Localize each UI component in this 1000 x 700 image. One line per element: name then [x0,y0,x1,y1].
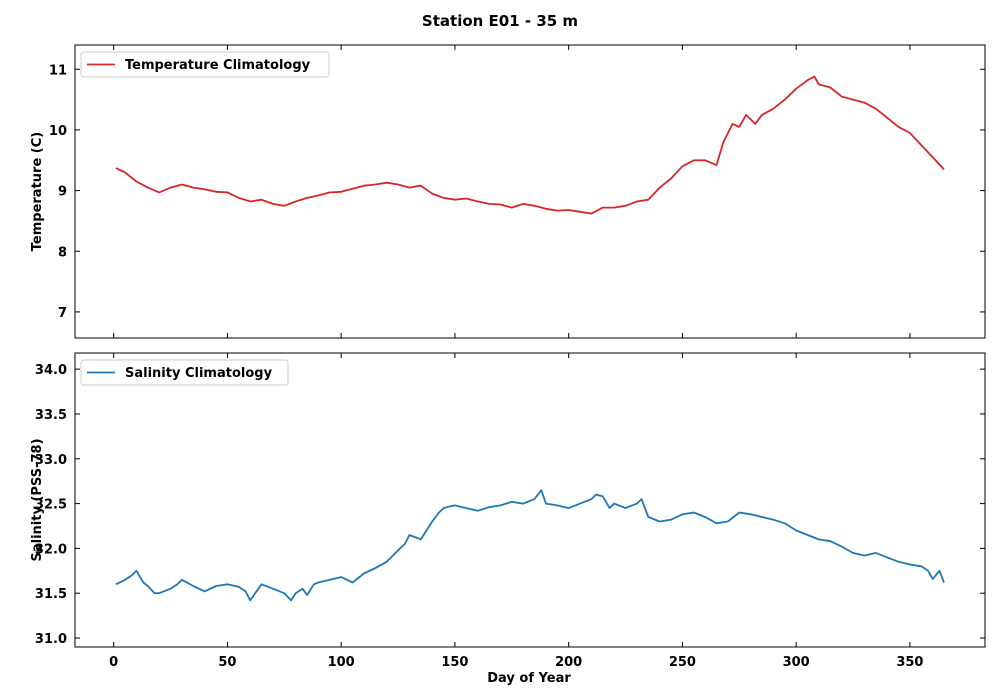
x-tick-label: 350 [896,655,923,670]
legend-label: Temperature Climatology [125,58,311,73]
legend-box [80,359,289,386]
x-tick-label: 200 [555,655,582,670]
y-axis-label: Salinity (PSS-78) [30,438,45,561]
x-tick-label: 300 [783,655,810,670]
x-axis-label: Day of Year [487,671,571,686]
x-tick-label: 0 [109,655,118,670]
salinity-panel: 0 50 100 150 200 250 300 350 31.0 31.5 32.0 32.5 33.… [30,352,986,686]
y-tick-label: 10 [49,124,67,139]
y-axis-label: Temperature (C) [30,132,45,251]
y-tick-label: 31.0 [35,632,67,647]
y-tick-label: 32.0 [35,542,67,557]
x-tick-label: 150 [441,655,468,670]
temperature-panel: 7 8 9 10 11 Temperature (C) Temperature Climat… [30,44,986,339]
x-tick-label: 100 [328,655,355,670]
legend-label: Salinity Climatology [125,366,273,381]
legend: Temperature Climatology [80,51,330,78]
axes-frame [74,44,986,339]
y-tick-label: 34.0 [35,363,67,378]
series-line-salinity-climatology [115,489,945,602]
x-tick-label: 50 [218,655,236,670]
y-tick-label: 7 [58,306,67,321]
y-tick-label: 31.5 [35,587,67,602]
figure-title: Station E01 - 35 m [422,12,578,30]
x-tick-label: 250 [669,655,696,670]
y-tick-label: 8 [58,245,67,260]
y-tick-label: 32.5 [35,498,67,513]
series-line-temperature-climatology [115,75,945,215]
axes-frame [74,352,986,648]
legend: Salinity Climatology [80,359,289,386]
y-tick-label: 33.5 [35,408,67,423]
legend-box [80,51,330,78]
y-tick-label: 11 [49,63,67,78]
y-tick-label: 33.0 [35,453,67,468]
y-tick-label: 9 [58,185,67,200]
